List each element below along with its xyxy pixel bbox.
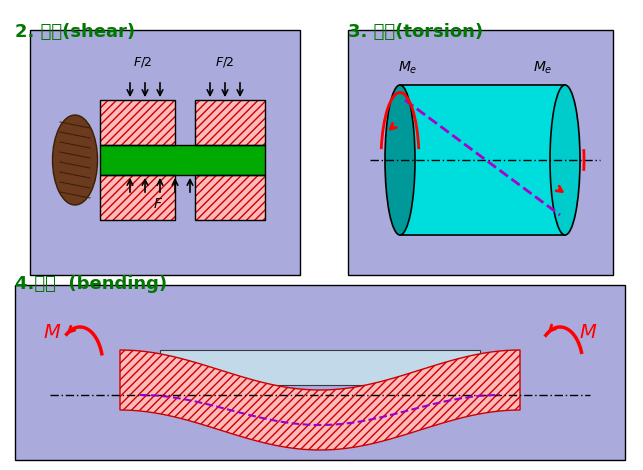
Ellipse shape	[53, 115, 98, 205]
Text: $M_e$: $M_e$	[533, 60, 553, 77]
Text: $M$: $M$	[579, 323, 597, 342]
Text: $M$: $M$	[43, 323, 61, 342]
Text: 2. 剪切(shear): 2. 剪切(shear)	[15, 23, 135, 41]
Bar	[100, 145, 265, 175]
Text: 4.弯曲  (bending): 4.弯曲 (bending)	[15, 275, 167, 293]
Polygon shape	[120, 350, 520, 450]
Bar	[100, 175, 175, 220]
Bar	[195, 100, 265, 145]
Text: $F$: $F$	[153, 197, 163, 211]
Bar	[195, 175, 265, 220]
Ellipse shape	[385, 85, 415, 235]
Bar	[195, 100, 265, 145]
Text: 3. 扭转(torsion): 3. 扭转(torsion)	[348, 23, 483, 41]
Bar	[100, 175, 175, 220]
Bar	[160, 350, 480, 385]
FancyBboxPatch shape	[30, 30, 300, 275]
Ellipse shape	[550, 85, 580, 235]
FancyBboxPatch shape	[348, 30, 613, 275]
Bar	[195, 175, 265, 220]
Bar	[100, 100, 175, 145]
FancyBboxPatch shape	[15, 285, 625, 460]
Text: $M_e$: $M_e$	[398, 60, 418, 77]
Text: $F/2$: $F/2$	[133, 55, 153, 69]
Bar	[400, 85, 565, 235]
Bar	[100, 100, 175, 145]
Text: $F/2$: $F/2$	[215, 55, 235, 69]
